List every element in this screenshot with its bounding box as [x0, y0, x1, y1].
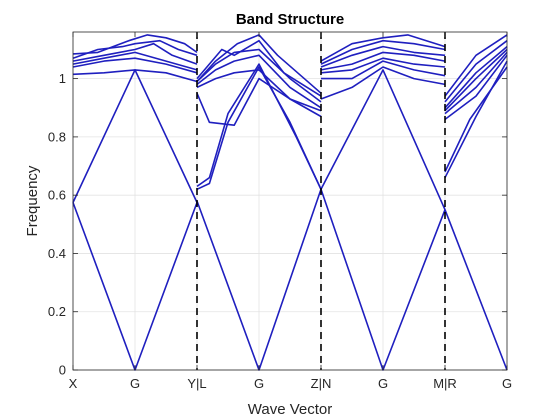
band-line-24 [320, 45, 446, 68]
band-line-34 [444, 40, 508, 103]
axes-box [72, 31, 508, 371]
band-line-3 [72, 69, 198, 83]
band-line-23 [320, 51, 446, 71]
band-line-7 [72, 39, 198, 59]
band-line-17 [196, 34, 322, 94]
band-line-30 [444, 54, 508, 121]
band-line-27 [444, 209, 508, 371]
x-tick-label: M|R [433, 376, 457, 391]
band-line-13 [196, 69, 322, 112]
y-tick-label: 0.2 [48, 304, 66, 319]
band-line-11 [196, 63, 322, 190]
y-tick-label: 1 [59, 71, 66, 86]
band-line-14 [196, 54, 322, 109]
x-tick-label: G [254, 376, 264, 391]
y-tick-label: 0.6 [48, 188, 66, 203]
y-axis-label: Frequency [24, 165, 41, 236]
x-tick-label: Z|N [311, 376, 332, 391]
band-line-5 [72, 51, 198, 71]
x-tick-label: X [69, 376, 78, 391]
x-tick-label: G [502, 376, 512, 391]
band-lines [72, 34, 508, 371]
band-line-15 [196, 48, 322, 103]
band-line-21 [321, 60, 446, 80]
y-tick-label: 0 [59, 363, 66, 378]
segment-dividers [196, 32, 446, 370]
band-line-25 [320, 39, 446, 65]
y-tick-label: 0.8 [48, 129, 66, 144]
x-axis-label: Wave Vector [248, 401, 332, 418]
ticks: 0 0.2 0.4 0.6 0.8 1 X G Y|L G Z|N G M|R G [48, 32, 512, 391]
band-line-4 [72, 57, 198, 74]
band-line-6 [72, 42, 198, 65]
band-line-29 [444, 66, 508, 173]
band-line-32 [444, 48, 508, 112]
band-line-35 [444, 34, 508, 97]
y-tick-label: 0.4 [48, 246, 66, 261]
x-tick-label: Y|L [187, 376, 206, 391]
band-line-31 [444, 51, 508, 115]
band-line-12 [196, 77, 322, 126]
band-line-33 [444, 45, 508, 109]
band-line-8 [72, 34, 198, 55]
x-tick-label: G [378, 376, 388, 391]
band-line-22 [320, 57, 446, 74]
band-line-28 [444, 60, 508, 179]
band-line-20 [320, 66, 446, 100]
chart-title: Band Structure [236, 11, 344, 28]
band-line-16 [196, 39, 322, 97]
x-tick-label: G [130, 376, 140, 391]
band-line-26 [320, 34, 446, 62]
band-line-19 [320, 69, 446, 211]
